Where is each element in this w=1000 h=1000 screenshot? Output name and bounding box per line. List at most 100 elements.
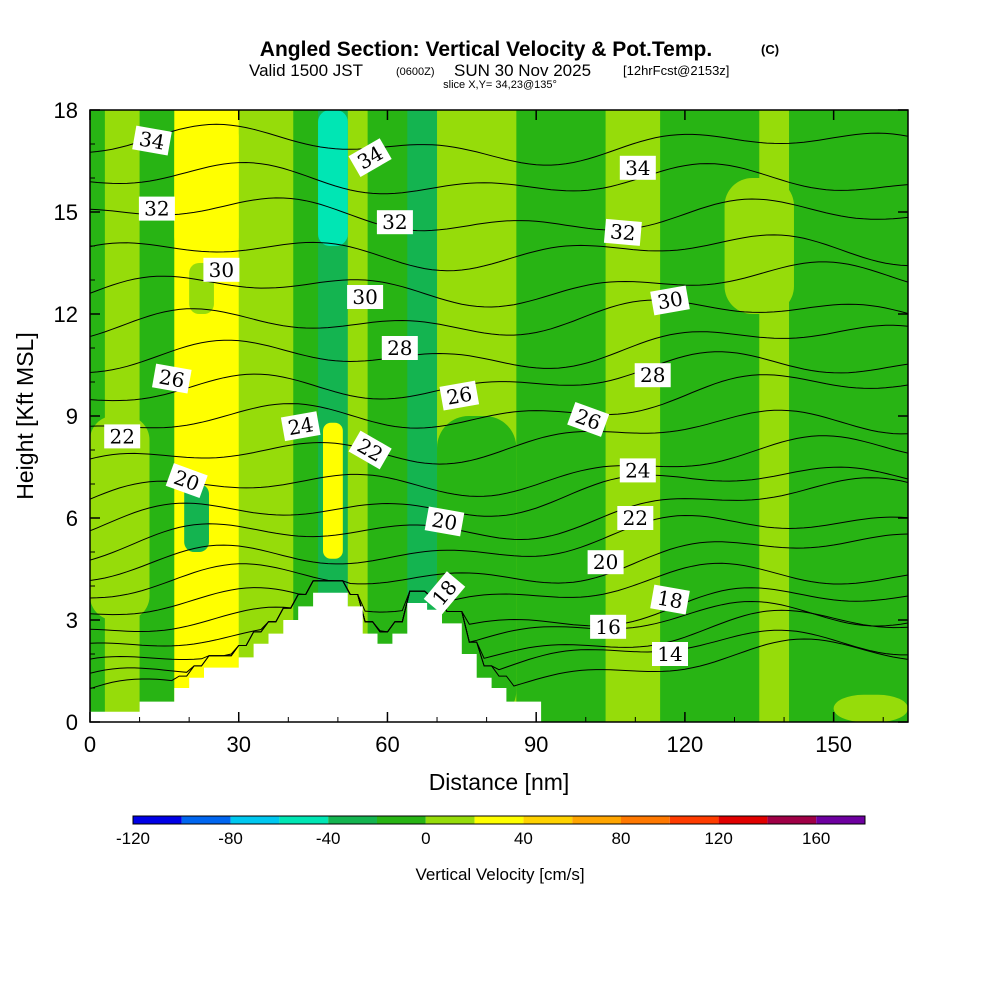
contour-label-box [280,411,321,442]
contour-label-box [634,363,671,388]
theta-contour-22-mid [90,466,908,532]
theta-contour-30-mid [90,234,908,272]
y-tick-label: 0 [66,710,78,735]
theta-contour-26-mid [90,351,908,402]
contour-label-10: 28 [381,336,418,360]
colorbar-tick-label: -120 [116,829,150,848]
theta-contour-28 [90,324,908,373]
contour-label-box [617,506,654,530]
contour-label-text: 34 [137,127,166,155]
contour-label-box [587,550,624,575]
colorbar-swatch-8 [523,816,573,824]
contour-label-text: 20 [593,550,618,574]
colorbar-tick-label: -80 [218,829,243,848]
contour-label-box [165,463,208,499]
theta-contour-28-mid [90,299,908,337]
y-tick-label: 3 [66,608,78,633]
x-axis: 0 30 60 90 120 150 [84,110,884,757]
velocity-column-7 [347,110,369,722]
contour-label-9: 30 [347,285,384,309]
colorbar-swatch-6 [425,816,475,824]
contour-label-box [619,458,656,483]
potential-temperature-contours [90,123,908,690]
subtitle-date: SUN 30 Nov 2025 [454,61,591,80]
contour-label-text: 30 [352,285,377,309]
contour-label-text: 22 [623,506,648,530]
chart-title: Angled Section: Vertical Velocity & Pot.… [260,38,712,61]
subtitle-fcst: [12hrFcst@2153z] [623,63,729,78]
contour-label-2: 30 [203,257,240,282]
contour-label-box [603,218,642,246]
contour-label-box [104,424,141,449]
contour-labels: 3432302622202434323028222620183432302826… [104,125,690,666]
theta-contour-32-mid [90,161,908,195]
x-tick-label: 150 [815,732,852,757]
contour-label-0: 34 [132,125,172,156]
subtitle-utc: (0600Z) [396,66,435,78]
velocity-patch-8 [724,178,794,314]
colorbar-swatch-3 [279,816,329,824]
colorbar-swatch-12 [718,816,768,824]
velocity-column-8 [367,110,408,722]
contour-label-box [348,430,392,470]
contour-label-box [619,155,656,180]
colorbar-swatch-10 [621,816,670,824]
velocity-column-15 [789,110,908,722]
contour-label-box [650,584,690,615]
velocity-patch-1 [323,422,343,559]
contour-label-12: 26 [439,380,480,411]
contour-label-text: 32 [144,197,169,221]
contour-label-text: 30 [655,286,684,314]
colorbar-tick-label: 0 [421,829,430,848]
contour-label-box [376,210,413,235]
theta-contour-32 [90,197,908,232]
contour-label-box [138,196,175,221]
x-tick-label: 120 [667,732,704,757]
contour-label-box [203,257,240,282]
y-tick-label: 18 [54,98,78,123]
contour-label-box [151,363,192,394]
x-tick-label: 60 [375,732,399,757]
contour-label-box [590,614,627,639]
theta-contour-34 [90,123,908,166]
y-tick-label: 12 [54,302,78,327]
colorbar-tick-label: -40 [316,829,341,848]
slice-info: slice X,Y= 34,23@135° [443,79,557,91]
theta-contour-16 [90,580,908,660]
contour-label-box [381,336,418,360]
contour-label-box [347,285,384,309]
theta-contour-20 [90,533,908,599]
contour-label-text: 24 [286,412,315,440]
contour-label-box [424,506,465,537]
contour-label-text: 34 [625,156,650,180]
theta-contour-30 [90,261,908,308]
contour-label-3: 26 [151,363,192,394]
contour-label-text: 32 [609,219,636,245]
contour-label-5: 20 [165,463,208,499]
colorbar-frame [132,815,866,825]
colorbar-tick-label: 40 [514,829,533,848]
theta-contour-26 [90,374,908,429]
y-tick-label: 6 [66,506,78,531]
contour-label-text: 28 [387,336,412,360]
contour-label-8: 32 [376,210,413,235]
contour-label-box [439,380,480,411]
theta-contour-18-mid [90,562,908,616]
colorbar-tick-label: 160 [802,829,830,848]
theta-contour-24-mid [90,409,908,465]
colorbar: -120 -80 -40 0 40 80 120 160 [116,815,866,848]
contour-label-box [132,125,172,156]
y-axis: 0 3 6 9 12 15 18 [54,98,908,735]
contour-label-25: 14 [652,642,688,666]
theta-contour-24 [90,435,908,500]
contour-label-text: 26 [445,382,474,410]
subtitle-prefix: Valid 1500 JST [249,61,363,80]
x-tick-label: 90 [524,732,548,757]
velocity-patch-7 [551,637,601,722]
contour-label-13: 20 [424,506,465,537]
contour-label-21: 22 [617,506,654,530]
contour-label-box [423,571,466,615]
contour-label-box [348,138,392,177]
colorbar-swatch-9 [572,816,621,824]
